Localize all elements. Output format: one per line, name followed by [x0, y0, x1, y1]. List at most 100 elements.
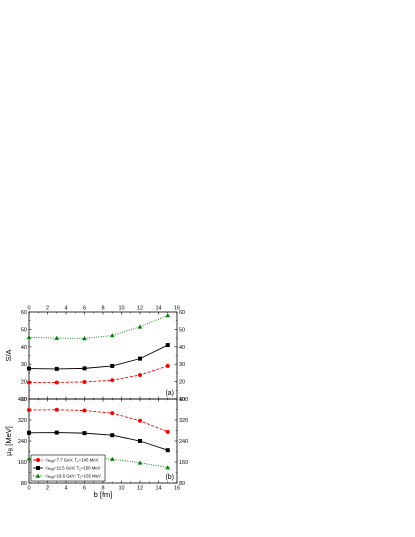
- data-point: [137, 324, 143, 329]
- data-point: [26, 334, 32, 340]
- x-bottom-tick-label: 2: [46, 486, 49, 492]
- legend-sqrt: √s: [45, 466, 50, 471]
- data-point: [27, 366, 31, 371]
- y-left-tick-label: 80: [21, 481, 27, 487]
- x-bottom-tick-label: 12: [137, 486, 143, 492]
- series-square: [27, 430, 170, 453]
- legend-mid: =7.7 GeV; T: [54, 458, 77, 463]
- x-axis-title: b [fm]: [94, 490, 113, 499]
- legend-sub-nn: NN: [50, 476, 55, 480]
- data-point: [27, 430, 31, 435]
- y-right-tick-label: 400: [179, 397, 188, 403]
- legend-sqrt: √s: [45, 474, 50, 479]
- series-line: [28, 432, 168, 451]
- y-axis-title: μB [MeV]: [4, 426, 15, 456]
- x-top-tick-label: 10: [118, 306, 124, 312]
- data-point: [138, 372, 142, 377]
- legend-tail: =155 MeV: [81, 474, 101, 479]
- legend-sub-c: c: [80, 476, 82, 480]
- data-point: [137, 460, 143, 465]
- data-point: [110, 411, 115, 416]
- y-right-tick-label: 240: [179, 439, 188, 445]
- data-point: [54, 380, 59, 385]
- panel-label: (a): [165, 390, 174, 397]
- data-point: [109, 333, 115, 338]
- y-axis-title-sub: B: [9, 448, 15, 452]
- y-right-tick-label: 60: [179, 310, 185, 316]
- legend-mid: =19.6 GeV; T: [54, 474, 80, 479]
- x-top-tick-label: 2: [46, 306, 49, 312]
- data-point: [27, 408, 31, 413]
- x-bottom-tick-label: 8: [101, 486, 104, 492]
- data-point: [82, 431, 87, 436]
- legend-marker: [35, 473, 41, 478]
- y-right-tick-label: 40: [179, 345, 185, 351]
- y-right-tick-label: 160: [179, 460, 188, 466]
- series-line: [28, 344, 168, 370]
- y-left-tick-label: 320: [18, 418, 27, 424]
- plot-frame: [28, 311, 178, 400]
- legend-tail: =150 MeV: [81, 466, 101, 471]
- data-point: [54, 335, 60, 340]
- legend-sub-c: c: [77, 460, 79, 464]
- panel-label: (b): [165, 474, 174, 481]
- data-point: [82, 336, 87, 341]
- data-point: [165, 363, 170, 368]
- x-bottom-tick-label: 0: [27, 486, 30, 492]
- y-right-tick-label: 20: [179, 380, 185, 386]
- x-top-tick-label: 14: [155, 306, 161, 312]
- legend-sub-c: c: [79, 468, 81, 472]
- x-top-tick-label: 4: [64, 306, 67, 312]
- data-point: [26, 456, 32, 461]
- panel-b: 0 2 4 6 8 10 12 14 16801602403204008016024032040…: [4, 397, 188, 499]
- y-right-tick-label: 80: [179, 481, 185, 487]
- y-left-tick-label: 240: [18, 439, 27, 445]
- series-line: [28, 315, 168, 339]
- panel-a: 0 2 4 6 8 10 12 14 16 10 20 30 40 50 60 10 20 30 40 50 60 S/A…: [4, 306, 185, 404]
- x-top-tick-label: 6: [83, 306, 86, 312]
- data-point: [27, 380, 31, 385]
- data-point: [82, 408, 87, 413]
- data-point: [165, 448, 170, 453]
- data-point: [82, 379, 87, 384]
- legend-marker: [36, 458, 40, 462]
- series-line: [28, 457, 168, 468]
- x-bottom-tick-label: 4: [64, 486, 67, 492]
- data-point: [138, 356, 142, 361]
- y-axis-title: S/A: [4, 349, 13, 361]
- legend-sqrt: √s: [45, 458, 50, 463]
- y-left-tick-label: 60: [21, 310, 27, 316]
- y-left-tick-label: 30: [21, 362, 27, 368]
- legend-sub-nn: NN: [50, 460, 55, 464]
- x-top-tick-label: 8: [101, 306, 104, 312]
- data-point: [54, 407, 59, 412]
- legend-label: √sNN=19.6 GeV; Tc=155 MeV: [45, 474, 101, 480]
- data-point: [165, 343, 170, 348]
- legend-marker: [36, 466, 40, 470]
- data-point: [54, 430, 59, 435]
- x-bottom-tick-label: 10: [118, 486, 124, 492]
- series-line: [28, 409, 168, 433]
- y-right-tick-label: 320: [179, 418, 188, 424]
- legend-mid: =11.5 GeV; T: [54, 466, 79, 471]
- x-top-tick-label: 16: [174, 306, 180, 312]
- y-right-tick-label: 10: [179, 397, 185, 403]
- series-circle: [27, 407, 170, 434]
- legend-sub-nn: NN: [50, 468, 55, 472]
- data-point: [165, 429, 170, 434]
- x-top-tick-label: 0: [27, 306, 30, 312]
- y-right-tick-label: 30: [179, 362, 185, 368]
- data-point: [110, 378, 115, 383]
- data-point: [109, 456, 115, 461]
- data-point: [110, 363, 115, 368]
- y-left-tick-label: 10: [21, 397, 27, 403]
- y-left-tick-label: 160: [18, 460, 27, 466]
- legend-tail: =145 MeV: [79, 458, 99, 463]
- y-axis-title-unit: [MeV]: [4, 426, 13, 448]
- y-axis-title-mu: μ: [4, 452, 13, 456]
- data-point: [82, 366, 87, 371]
- legend-label: √sNN=7.7 GeV; Tc=145 MeV: [45, 458, 99, 464]
- series-line: [29, 365, 168, 383]
- x-bottom-tick-label: 14: [155, 486, 161, 492]
- legend-label: √sNN=11.5 GeV; Tc=150 MeV: [45, 466, 101, 472]
